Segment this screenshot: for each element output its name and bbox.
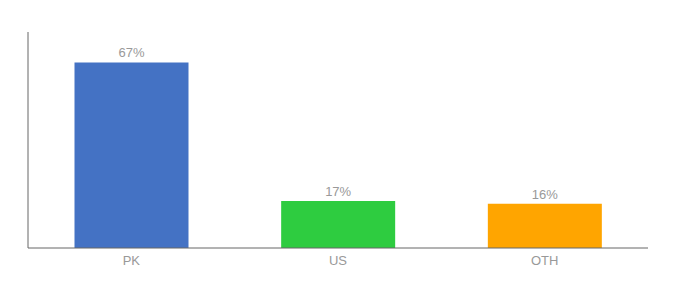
svg-text:67%: 67% bbox=[118, 45, 144, 60]
svg-text:US: US bbox=[329, 253, 347, 268]
svg-text:17%: 17% bbox=[325, 184, 351, 199]
svg-text:PK: PK bbox=[123, 253, 141, 268]
svg-text:16%: 16% bbox=[532, 187, 558, 202]
svg-text:OTH: OTH bbox=[531, 253, 558, 268]
